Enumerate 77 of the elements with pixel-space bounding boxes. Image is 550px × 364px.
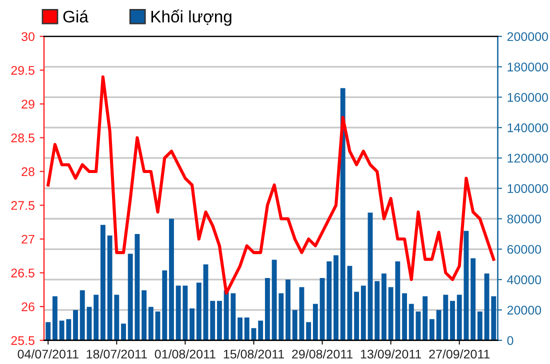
bar bbox=[46, 322, 51, 340]
y-tick-label: 26 bbox=[22, 302, 34, 312]
bar bbox=[402, 293, 407, 340]
legend-label: Giá bbox=[63, 10, 88, 23]
y-tick-label: 29 bbox=[22, 100, 34, 109]
x-tick-label: 29/08/2011 bbox=[292, 349, 352, 359]
bar bbox=[286, 280, 290, 340]
line-series bbox=[46, 75, 496, 295]
y2-tick-label: 160000 bbox=[508, 92, 548, 102]
bar bbox=[450, 300, 455, 340]
bar bbox=[148, 306, 154, 340]
y2-tick-label: 80000 bbox=[507, 214, 542, 224]
y2-tick-label: 200000 bbox=[507, 32, 548, 42]
bar bbox=[121, 324, 126, 340]
y2-tick-label: 20000 bbox=[507, 306, 542, 315]
y-tick-label: 28 bbox=[22, 167, 34, 176]
bar bbox=[169, 218, 174, 340]
bar bbox=[238, 318, 242, 340]
bar bbox=[416, 311, 421, 340]
bar bbox=[100, 224, 106, 340]
y-tick-label: 29.5 bbox=[11, 66, 34, 75]
y-tick-label: 26.5 bbox=[11, 268, 34, 278]
bar bbox=[52, 296, 58, 340]
bar bbox=[155, 311, 160, 340]
bar bbox=[292, 310, 298, 340]
bar bbox=[360, 286, 366, 340]
bar bbox=[326, 261, 332, 340]
bar bbox=[477, 311, 482, 340]
y2-tick-label: 140000 bbox=[508, 123, 548, 132]
bar bbox=[73, 310, 78, 340]
bar bbox=[86, 306, 92, 340]
bar bbox=[422, 296, 428, 340]
bar bbox=[142, 290, 147, 340]
bar bbox=[334, 255, 338, 340]
y2-tick-label: 0 bbox=[507, 336, 514, 345]
x-tick-label: 01/08/2011 bbox=[154, 349, 216, 359]
x-tick-label: 04/07/2011 bbox=[18, 349, 78, 359]
bar bbox=[162, 270, 168, 340]
bar bbox=[382, 273, 386, 340]
y-tick-label: 27.5 bbox=[11, 201, 34, 210]
x-tick-label: 15/08/2011 bbox=[224, 349, 284, 359]
y2-tick-label: 100000 bbox=[508, 184, 548, 194]
y2-tick-label: 60000 bbox=[507, 244, 542, 254]
y-tick-label: 25.5 bbox=[11, 336, 34, 345]
legend-label: Khối lượng bbox=[151, 10, 232, 26]
bar bbox=[258, 320, 264, 340]
bar bbox=[94, 294, 99, 340]
x-tick-label: 18/07/2011 bbox=[86, 349, 147, 359]
y2-tick-label: 40000 bbox=[507, 275, 542, 284]
bar bbox=[251, 328, 256, 340]
bar bbox=[190, 308, 195, 340]
bar bbox=[299, 287, 304, 340]
bar bbox=[80, 290, 85, 340]
bar bbox=[306, 322, 312, 340]
x-tick-label: 13/09/2011 bbox=[360, 349, 422, 359]
y2-tick-label: 120000 bbox=[508, 154, 548, 163]
bar bbox=[354, 292, 360, 340]
bar bbox=[374, 281, 380, 340]
y-tick-label: 28.5 bbox=[11, 134, 34, 142]
bar bbox=[464, 230, 469, 340]
bar bbox=[312, 304, 318, 340]
y-tick-label: 27 bbox=[22, 234, 34, 244]
bar bbox=[320, 278, 325, 340]
bar bbox=[368, 212, 373, 340]
x-tick-label: 27/09/2011 bbox=[429, 349, 490, 359]
bar bbox=[210, 300, 216, 340]
bar bbox=[203, 264, 208, 340]
bar bbox=[196, 282, 202, 340]
bar bbox=[470, 258, 476, 340]
bar bbox=[244, 318, 250, 340]
y2-tick-label: 180000 bbox=[508, 62, 548, 72]
bar bbox=[217, 300, 222, 340]
bar bbox=[429, 319, 434, 340]
bar bbox=[456, 294, 462, 340]
bar bbox=[264, 278, 270, 340]
y-tick-label: 30 bbox=[22, 32, 34, 42]
bar bbox=[408, 304, 414, 340]
